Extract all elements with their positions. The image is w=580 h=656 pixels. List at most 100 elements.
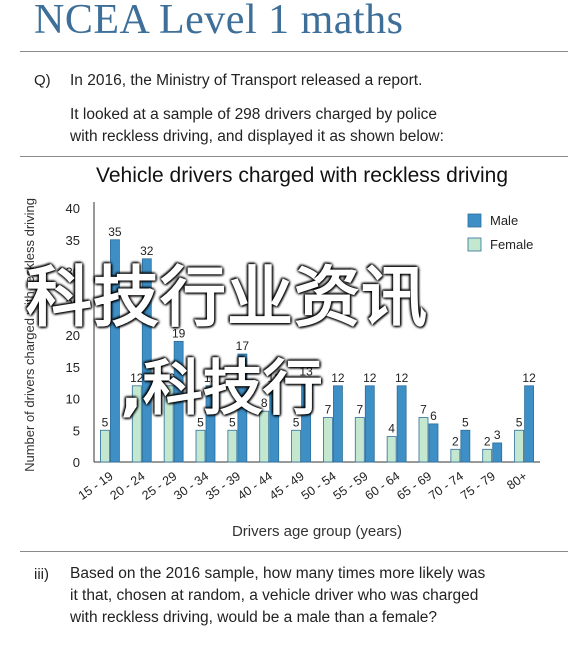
bar-male <box>364 385 375 463</box>
y-tick-label: 5 <box>73 423 80 438</box>
data-label-male: 12 <box>204 371 218 385</box>
bar-female <box>195 429 206 463</box>
bar-male <box>269 385 280 463</box>
data-label-male: 3 <box>494 428 501 442</box>
bar-male <box>333 385 343 463</box>
question-line-2: It looked at a sample of 298 drivers cha… <box>70 106 438 123</box>
bar-female <box>100 429 110 463</box>
data-label-female: 8 <box>261 396 268 410</box>
chart-title: Vehicle drivers charged with reckless dr… <box>95 164 508 187</box>
y-tick-label: 0 <box>73 455 80 470</box>
data-label-male: 6 <box>430 409 437 423</box>
data-label-male: 13 <box>299 364 313 378</box>
x-tick-label: 55 - 59 <box>331 469 371 503</box>
bar-male <box>141 258 152 463</box>
part-iii-line-3: with reckless driving, would be a male t… <box>70 609 438 626</box>
bar-male <box>492 442 503 463</box>
x-tick-label: 70 - 74 <box>426 469 466 503</box>
bar-female <box>354 417 365 463</box>
bar-female <box>259 410 270 463</box>
data-label-male: 32 <box>140 244 154 258</box>
chart-bottom-divider <box>20 551 568 552</box>
x-tick-label: 50 - 54 <box>299 469 339 503</box>
part-iii-line-2: it that, chosen at random, a vehicle dri… <box>70 587 479 604</box>
x-tick-label: 15 - 19 <box>76 469 116 503</box>
data-label-male: 12 <box>522 371 536 385</box>
part-iii-line-1: Based on the 2016 sample, how many times… <box>70 565 486 582</box>
x-tick-label: 40 - 44 <box>235 469 275 503</box>
x-tick-label: 65 - 69 <box>394 469 434 503</box>
x-tick-label: 20 - 24 <box>108 469 148 503</box>
y-axis-title: Number of drivers charged with reckless … <box>22 198 37 472</box>
x-tick-label: 60 - 64 <box>362 469 402 503</box>
y-tick-label: 20 <box>66 328 80 343</box>
bar-male <box>205 385 216 463</box>
data-label-female: 12 <box>162 371 176 385</box>
legend-swatch-female <box>467 237 482 252</box>
x-tick-label: 80+ <box>504 469 529 493</box>
watermark-line-2: ,科技行 <box>120 354 323 424</box>
legend-label-female: Female <box>490 237 533 252</box>
y-tick-label: 25 <box>66 296 80 311</box>
data-label-male: 35 <box>108 225 122 239</box>
bar-female <box>163 385 174 463</box>
y-tick-label: 40 <box>66 201 80 216</box>
bar-female <box>131 385 142 463</box>
bar-female <box>291 429 301 463</box>
bar-female <box>482 448 493 463</box>
x-tick-label: 35 - 39 <box>203 469 243 503</box>
y-tick-label: 30 <box>66 265 80 280</box>
bar-female <box>514 429 524 463</box>
data-label-male: 12 <box>268 371 282 385</box>
page-header-title: NCEA Level 1 maths <box>34 0 404 43</box>
x-tick-label: 30 - 34 <box>171 469 211 503</box>
data-label-female: 7 <box>420 403 427 417</box>
data-label-female: 5 <box>102 415 109 429</box>
data-label-female: 5 <box>516 415 523 429</box>
y-tick-label: 35 <box>66 233 80 248</box>
x-tick-label: 45 - 49 <box>267 469 307 503</box>
header-divider <box>20 51 568 52</box>
bar-male <box>460 429 471 463</box>
chart-top-divider <box>20 156 568 157</box>
data-label-male: 12 <box>331 371 345 385</box>
data-label-female: 5 <box>197 415 204 429</box>
data-label-male: 17 <box>236 339 250 353</box>
bar-male <box>396 385 407 463</box>
bar-male <box>237 353 248 463</box>
y-tick-label: 10 <box>66 392 80 407</box>
data-label-female: 2 <box>452 434 459 448</box>
bar-male <box>173 340 184 463</box>
data-label-male: 5 <box>462 415 469 429</box>
bar-female <box>386 436 397 463</box>
bar-female <box>227 429 238 463</box>
bar-male <box>301 379 311 463</box>
x-axis-title: Drivers age group (years) <box>232 523 402 540</box>
data-label-female: 12 <box>130 371 144 385</box>
data-label-male: 12 <box>395 371 409 385</box>
y-tick-label: 15 <box>66 360 80 375</box>
data-label-male: 19 <box>172 326 186 340</box>
part-iii-number: iii) <box>34 566 49 583</box>
bar-female <box>418 417 429 463</box>
legend-swatch-male <box>467 213 482 228</box>
data-label-female: 2 <box>484 434 491 448</box>
x-tick-label: 75 - 79 <box>458 469 498 503</box>
bar-female <box>450 448 461 463</box>
data-label-female: 7 <box>325 403 332 417</box>
legend-label-male: Male <box>490 213 518 228</box>
bar-male <box>110 239 120 463</box>
x-tick-label: 25 - 29 <box>139 469 179 503</box>
question-number: Q) <box>34 72 51 89</box>
data-label-male: 12 <box>363 371 377 385</box>
question-line-1: In 2016, the Ministry of Transport relea… <box>70 72 423 89</box>
data-label-female: 7 <box>356 403 363 417</box>
question-line-3: with reckless driving, and displayed it … <box>70 128 444 145</box>
data-label-female: 4 <box>388 422 395 436</box>
data-label-female: 5 <box>229 415 236 429</box>
bar-male <box>428 423 439 463</box>
data-label-female: 5 <box>293 415 300 429</box>
bar-female <box>323 417 333 463</box>
watermark-line-1: 科技行业资讯 <box>26 259 428 336</box>
